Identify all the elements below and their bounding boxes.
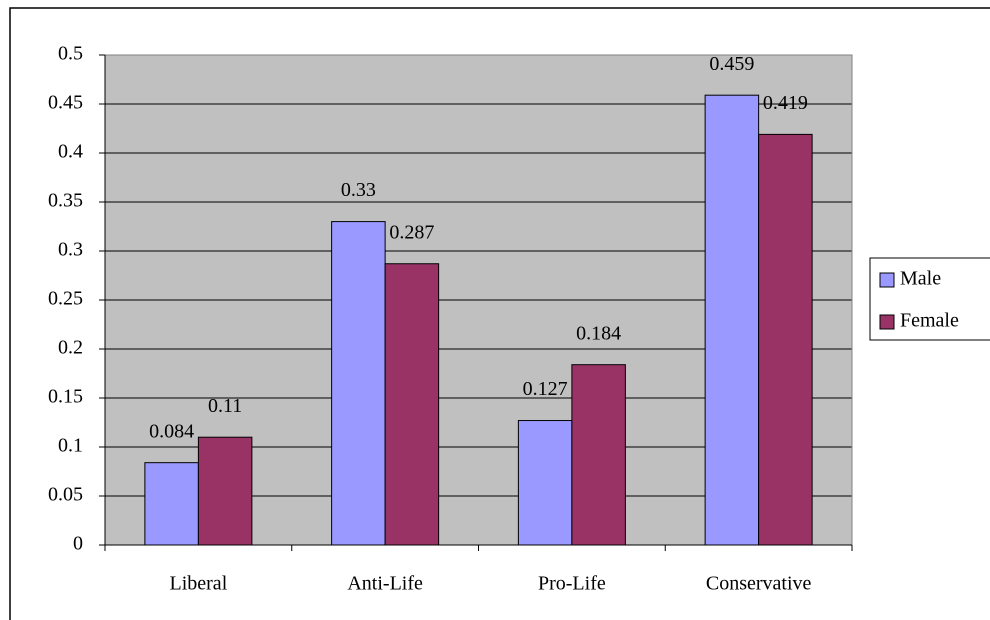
y-tick-label: 0.3 [58,239,83,261]
y-tick-label: 0.35 [48,190,83,212]
x-tick-label: Anti-Life [347,573,423,595]
y-tick-label: 0.05 [48,484,83,506]
data-label: 0.459 [709,53,754,75]
legend-label: Female [900,310,959,332]
x-tick-label: Pro-Life [538,573,606,595]
data-label: 0.33 [341,179,376,201]
bar [758,133,813,546]
bar [331,221,386,546]
data-label: 0.287 [389,221,434,243]
data-label: 0.11 [208,395,242,417]
bar [197,436,253,546]
bar [517,420,573,546]
y-tick-label: 0.25 [48,288,83,310]
bar [571,364,626,546]
y-tick-label: 0.45 [48,92,83,114]
x-tick-label: Liberal [170,573,228,595]
y-tick-label: 0.15 [48,386,83,408]
bars [144,94,813,546]
data-label: 0.084 [149,420,194,442]
legend-label: Male [900,268,941,290]
y-tick-label: 0.4 [58,141,83,163]
y-tick-label: 0 [73,533,83,555]
legend-swatch [879,272,895,288]
y-tick-label: 0.2 [58,337,83,359]
bar [704,94,760,546]
data-label: 0.419 [763,92,808,114]
x-tick-label: Conservative [706,573,812,595]
legend-swatch [879,314,895,330]
y-tick-label: 0.5 [58,43,83,65]
data-label: 0.184 [576,322,621,344]
bar [384,263,440,546]
bar [144,462,199,546]
y-tick-label: 0.1 [58,435,83,457]
data-label: 0.127 [523,378,568,400]
